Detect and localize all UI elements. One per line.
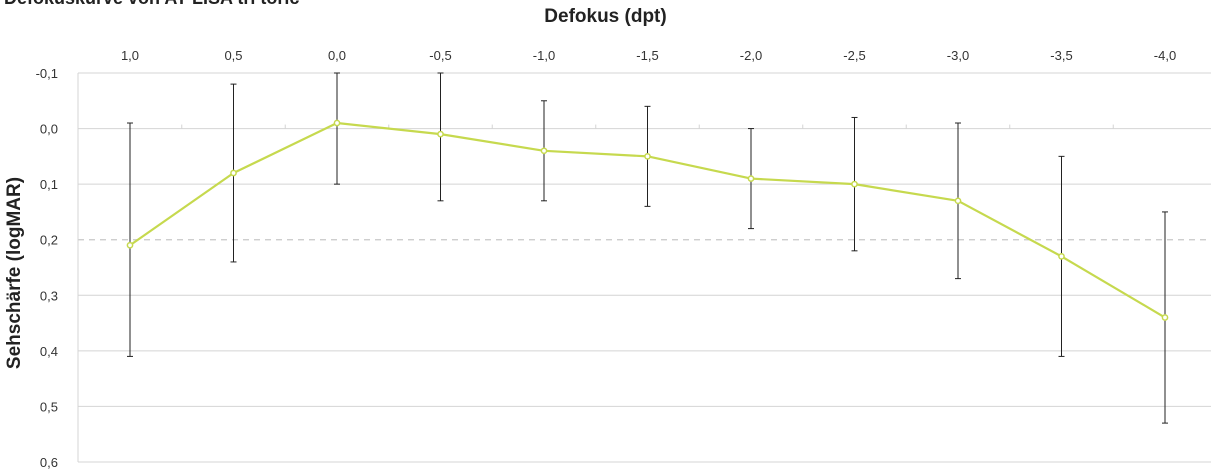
y-tick-label: -0,1	[36, 66, 58, 81]
data-point	[747, 175, 755, 182]
x-tick-label: 0,5	[224, 48, 242, 63]
x-tick-label: -3,5	[1050, 48, 1072, 63]
data-point	[644, 153, 651, 160]
y-tick-label: 0,3	[40, 288, 58, 303]
y-axis-label: Sehschärfe (logMAR)	[4, 177, 25, 369]
x-tick-label: -1,5	[636, 48, 658, 63]
data-point	[333, 119, 341, 127]
x-axis-label: Defokus (dpt)	[544, 6, 667, 27]
x-tick-label: -2,5	[843, 48, 865, 63]
data-point	[230, 169, 237, 177]
data-point	[126, 241, 134, 249]
x-tick-label: -2,0	[740, 48, 762, 63]
x-tick-label: -1,0	[533, 48, 555, 63]
data-point	[954, 197, 962, 205]
y-tick-labels: -0,1 0,0 0,1 0,2 0,3 0,4 0,5 0,6	[36, 66, 58, 470]
data-point	[1161, 314, 1169, 321]
y-tick-label: 0,2	[40, 233, 58, 248]
error-bars	[127, 72, 1168, 424]
y-tick-label: 0,5	[40, 399, 58, 414]
x-tick-label: -3,0	[947, 48, 969, 63]
series-points	[126, 119, 1169, 321]
data-point	[540, 147, 548, 155]
data-point	[851, 180, 858, 188]
x-tick-labels: 1,0 0,5 0,0 -0,5 -1,0 -1,5 -2,0 -2,5 -3,0 -3,5 -4,…	[121, 48, 1176, 63]
y-tick-label: 0,1	[40, 177, 58, 192]
x-tick-label: 1,0	[121, 48, 139, 63]
x-tick-label: 0,0	[328, 48, 346, 63]
data-point	[437, 130, 444, 138]
gridlines	[77, 72, 1211, 463]
y-tick-label: 0,6	[40, 455, 58, 470]
data-point	[1058, 253, 1065, 260]
y-tick-label: 0,0	[40, 122, 58, 137]
x-tick-label: -0,5	[429, 48, 451, 63]
x-tick-label: -4,0	[1154, 48, 1176, 63]
chart-title: Defokuskurve von AT LISA tri toric	[4, 0, 299, 9]
y-tick-label: 0,4	[40, 344, 58, 359]
